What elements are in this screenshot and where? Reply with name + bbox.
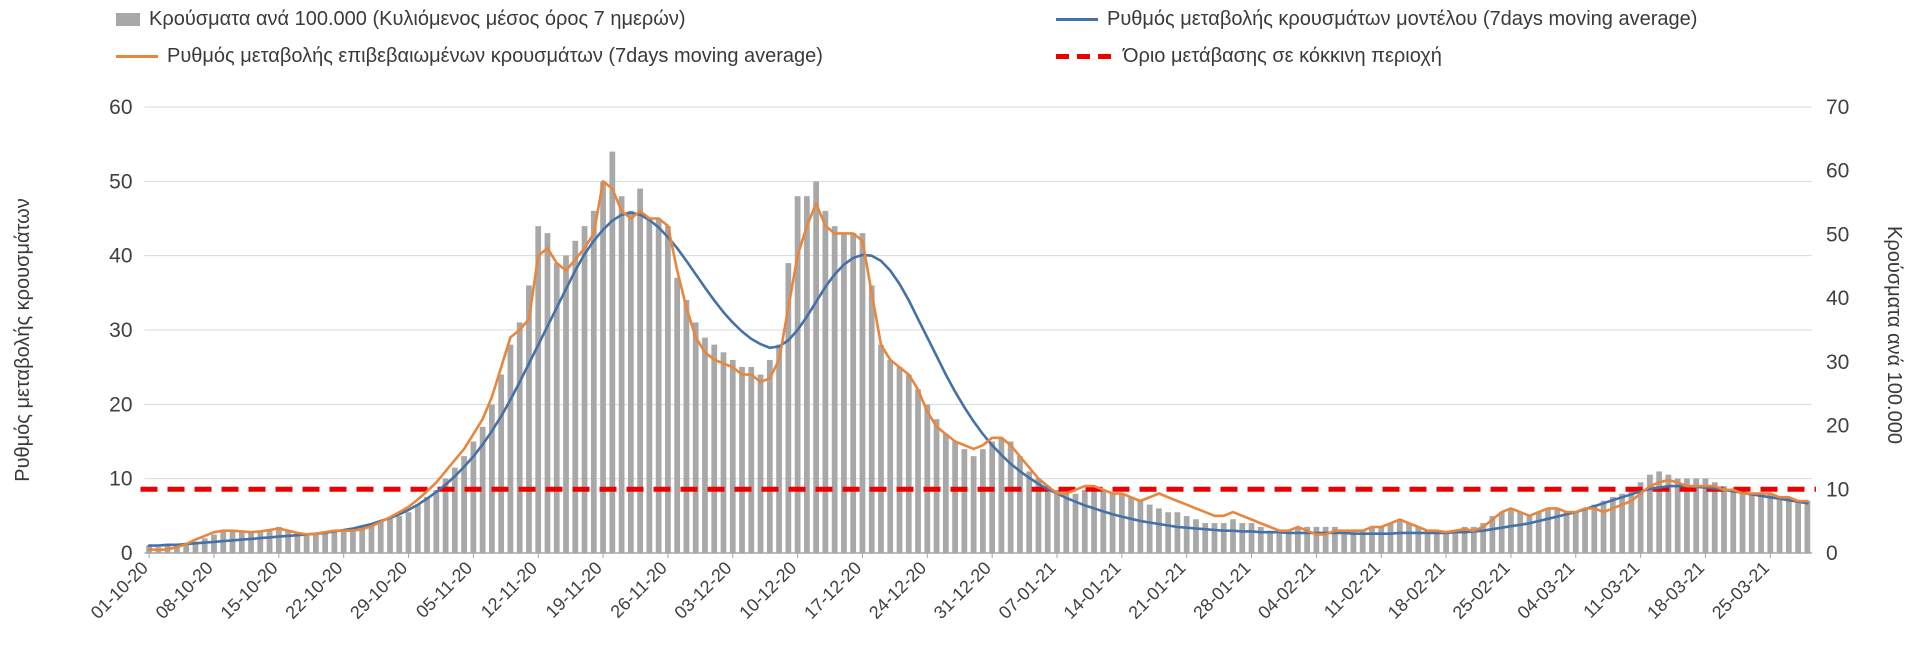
x-axis-ticks: [148, 553, 1771, 558]
svg-text:10-12-20: 10-12-20: [735, 558, 800, 623]
svg-text:10: 10: [109, 468, 132, 491]
bar-swatch-icon: [116, 13, 140, 26]
svg-text:40: 40: [1826, 287, 1849, 310]
svg-text:29-10-20: 29-10-20: [346, 558, 411, 623]
svg-text:04-03-21: 04-03-21: [1514, 558, 1579, 623]
model-line: [147, 211, 1809, 547]
legend-item-model-rate: Ρυθμός μεταβολής κρουσμάτων μοντέλου (7d…: [1056, 8, 1697, 31]
x-axis-labels: 01-10-20 08-10-20 15-10-20 22-10-20 29-10-20…: [87, 558, 1773, 623]
svg-text:11-02-21: 11-02-21: [1320, 558, 1384, 622]
svg-text:12-11-20: 12-11-20: [477, 558, 541, 622]
svg-text:14-01-21: 14-01-21: [1060, 558, 1125, 623]
svg-text:25-03-21: 25-03-21: [1708, 558, 1773, 623]
y-axis-right-labels: 0 10 20 30 40 50 60 70: [1826, 96, 1849, 565]
svg-text:31-12-20: 31-12-20: [930, 558, 995, 623]
svg-text:60: 60: [109, 96, 132, 119]
legend-label-red-zone-threshold: Όριο μετάβασης σε κόκκινη περιοχή: [1123, 45, 1442, 67]
svg-text:28-01-21: 28-01-21: [1189, 558, 1254, 623]
svg-text:18-02-21: 18-02-21: [1384, 558, 1449, 623]
svg-text:10: 10: [1826, 478, 1849, 501]
y-axis-left-labels: 0 10 20 30 40 50 60: [109, 96, 132, 565]
svg-text:30: 30: [1826, 351, 1849, 374]
svg-text:07-01-21: 07-01-21: [995, 558, 1060, 623]
svg-text:20: 20: [1826, 415, 1849, 438]
svg-text:04-02-21: 04-02-21: [1254, 558, 1319, 623]
svg-text:08-10-20: 08-10-20: [152, 558, 217, 623]
svg-text:03-12-20: 03-12-20: [670, 558, 735, 623]
legend-label-confirmed-rate: Ρυθμός μεταβολής επιβεβαιωμένων κρουσμάτ…: [167, 45, 823, 67]
svg-text:0: 0: [121, 542, 133, 565]
svg-text:11-03-21: 11-03-21: [1579, 558, 1643, 622]
legend-label-model-rate: Ρυθμός μεταβολής κρουσμάτων μοντέλου (7d…: [1107, 8, 1698, 30]
y-axis-right-title: Κρούσματα ανά 100.000: [1883, 226, 1905, 444]
svg-text:05-11-20: 05-11-20: [412, 558, 476, 622]
svg-text:20: 20: [109, 393, 132, 416]
svg-text:30: 30: [109, 319, 132, 342]
svg-text:19-11-20: 19-11-20: [542, 558, 606, 622]
svg-text:21-01-21: 21-01-21: [1124, 558, 1189, 623]
svg-text:24-12-20: 24-12-20: [865, 558, 930, 623]
svg-text:17-12-20: 17-12-20: [800, 558, 865, 623]
svg-text:70: 70: [1826, 96, 1849, 119]
orange-line-swatch-icon: [116, 55, 158, 58]
gridlines: [144, 106, 1812, 480]
svg-text:50: 50: [1826, 223, 1849, 246]
confirmed-line: [147, 180, 1809, 552]
bar-series: [146, 151, 1811, 554]
svg-text:22-10-20: 22-10-20: [281, 558, 346, 623]
legend-label-cases-per-100k: Κρούσματα ανά 100.000 (Κυλιόμενος μέσος …: [149, 8, 686, 30]
red-dashed-line-swatch-icon: [1056, 54, 1114, 59]
legend-item-cases-per-100k: Κρούσματα ανά 100.000 (Κυλιόμενος μέσος …: [116, 8, 686, 31]
legend-item-red-zone-threshold: Όριο μετάβασης σε κόκκινη περιοχή: [1056, 45, 1442, 68]
svg-text:26-11-20: 26-11-20: [607, 558, 671, 622]
svg-text:18-03-21: 18-03-21: [1643, 558, 1708, 623]
svg-text:60: 60: [1826, 160, 1849, 183]
y-axis-left-title: Ρυθμός μεταβολής κρουσμάτων: [12, 198, 34, 482]
svg-text:25-02-21: 25-02-21: [1449, 558, 1514, 623]
blue-line-swatch-icon: [1056, 18, 1098, 21]
svg-text:0: 0: [1826, 542, 1838, 565]
svg-text:40: 40: [109, 245, 132, 268]
svg-text:50: 50: [109, 170, 132, 193]
legend-item-confirmed-rate: Ρυθμός μεταβολής επιβεβαιωμένων κρουσμάτ…: [116, 45, 823, 68]
svg-text:01-10-20: 01-10-20: [87, 558, 152, 623]
svg-text:15-10-20: 15-10-20: [217, 558, 282, 623]
